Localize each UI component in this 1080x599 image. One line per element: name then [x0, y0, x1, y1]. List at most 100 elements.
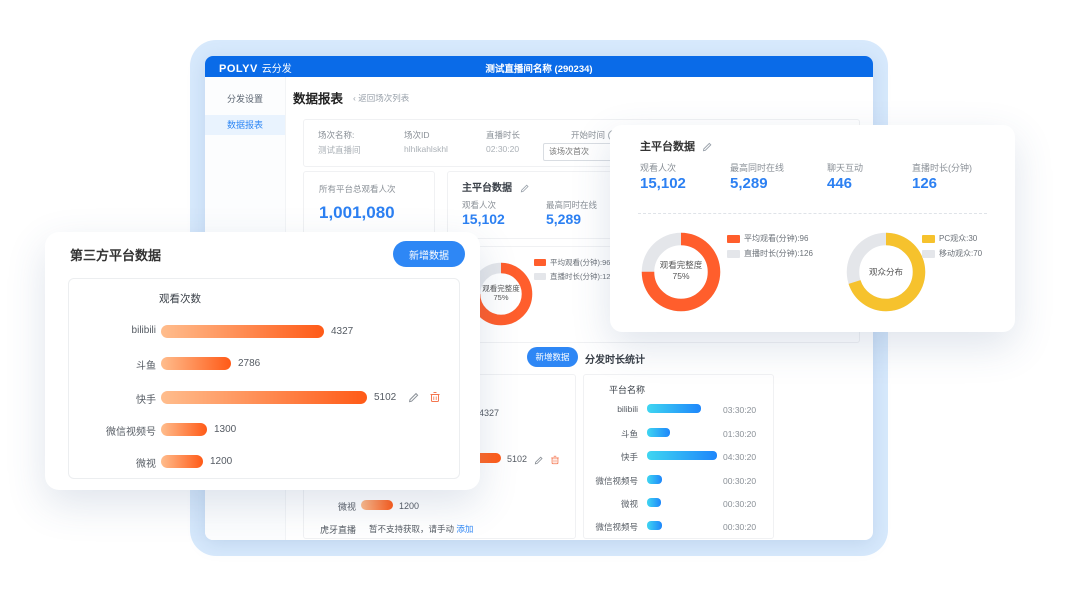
- legend-item: PC观众:30: [922, 233, 977, 244]
- bar: [161, 455, 203, 468]
- add-data-button[interactable]: 新增数据: [393, 241, 465, 267]
- stat-value: 5,289: [546, 211, 582, 227]
- stat-value: 126: [912, 175, 938, 192]
- bar: [161, 357, 231, 370]
- stat-value: 446: [827, 175, 853, 192]
- bar: [647, 475, 662, 484]
- float-card-title: 主平台数据: [640, 141, 695, 153]
- room-title: 测试直播间名称 (290234): [485, 64, 593, 75]
- stat-value: 5,289: [730, 175, 768, 192]
- duration-value: 00:30:20: [723, 476, 757, 486]
- live-duration-value: 02:30:20: [486, 144, 520, 154]
- bar-value: 4327: [479, 408, 500, 418]
- duration-row-label: 微信视频号: [595, 476, 638, 486]
- stat-label: 直播时长(分钟): [912, 163, 972, 173]
- completeness-donut-chart: [641, 232, 721, 312]
- legend-item: 平均观看(分钟):96: [727, 233, 808, 244]
- legend-label: 移动观众:70: [939, 249, 983, 258]
- edit-icon[interactable]: [408, 390, 420, 408]
- sidebar-item-distribution-settings[interactable]: 分发设置: [226, 94, 263, 104]
- polyv-logo: POLYV 云分发: [219, 60, 292, 75]
- duration-value: 00:30:20: [723, 522, 757, 532]
- back-to-session-list-link[interactable]: ‹ 返回场次列表: [353, 93, 410, 103]
- duration-stats-panel: 平台名称 bilibili 03:30:20 斗鱼 01:30:20 快手 04…: [583, 374, 774, 539]
- app-titlebar: 测试直播间名称 (290234) POLYV 云分发: [205, 56, 873, 77]
- sidebar-item-data-report[interactable]: 数据报表: [205, 115, 285, 135]
- huya-label: 虎牙直播: [319, 525, 356, 535]
- legend-item: 直播时长(分钟):126: [534, 271, 615, 282]
- stat-label: 最高同时在线: [546, 200, 598, 210]
- delete-icon[interactable]: [429, 390, 441, 408]
- duration-stats-title: 分发时长统计: [585, 355, 645, 366]
- duration-row-label: 快手: [620, 452, 638, 462]
- bar: [647, 521, 662, 530]
- main-platform-title: 主平台数据: [462, 183, 512, 194]
- total-views-value: 1,001,080: [319, 203, 395, 222]
- session-name-label: 场次名称:: [318, 130, 355, 140]
- bar-row-label: bilibili: [131, 325, 156, 336]
- legend-swatch-orange: [727, 234, 740, 243]
- legend-item: 直播时长(分钟):126: [727, 248, 813, 259]
- bar-value: 1200: [399, 501, 420, 511]
- session-id-value: hlhlkahlskhl: [404, 144, 448, 154]
- page-title: 数据报表: [293, 92, 344, 106]
- duration-value: 03:30:20: [723, 405, 757, 415]
- bar-row-label: 微视: [136, 459, 156, 470]
- duration-value: 00:30:20: [723, 499, 757, 509]
- bar: [361, 500, 393, 510]
- stat-value: 15,102: [640, 175, 686, 192]
- bar: [647, 428, 670, 437]
- audience-donut-chart: [846, 232, 926, 312]
- legend-label: 平均观看(分钟):96: [550, 258, 611, 267]
- third-party-data-float-card: 第三方平台数据 新增数据 观看次数 bilibili 4327 斗鱼 2786 …: [45, 232, 480, 490]
- bar: [647, 498, 661, 507]
- platform-name-header: 平台名称: [609, 385, 646, 395]
- bar-row-label: 斗鱼: [136, 361, 156, 372]
- delete-icon[interactable]: [550, 452, 560, 470]
- bar-value: 1200: [210, 456, 233, 467]
- duration-value: 04:30:20: [723, 452, 757, 462]
- views-chart-panel: 观看次数 bilibili 4327 斗鱼 2786 快手 5102 微信视频号…: [68, 278, 460, 479]
- legend-label: 直播时长(分钟):126: [550, 272, 615, 281]
- bar: [161, 325, 324, 338]
- bar: [647, 451, 717, 460]
- bar-value: 5102: [507, 454, 528, 464]
- views-header: 观看次数: [159, 293, 201, 305]
- legend-label: PC观众:30: [939, 234, 978, 243]
- completeness-donut-center-label: 观看完整度 75%: [659, 260, 703, 281]
- session-id-label: 场次ID: [404, 130, 430, 140]
- bar-value: 2786: [238, 358, 261, 369]
- total-views-label: 所有平台总观看人次: [319, 184, 396, 194]
- bar-row-label: 微信视频号: [106, 427, 156, 438]
- bar-value: 4327: [331, 326, 354, 337]
- huya-add-link[interactable]: 添加: [456, 524, 474, 534]
- edit-icon[interactable]: [702, 139, 713, 157]
- main-platform-float-card: 主平台数据 观看人次 15,102 最高同时在线 5,289 聊天互动 446 …: [610, 125, 1015, 332]
- legend-label: 平均观看(分钟):96: [744, 234, 809, 243]
- legend-swatch-gray: [534, 273, 546, 280]
- duration-row-label: 斗鱼: [620, 429, 638, 439]
- legend-label: 直播时长(分钟):126: [744, 249, 813, 258]
- stat-label: 观看人次: [640, 163, 677, 173]
- duration-row-label: 微信视频号: [595, 522, 638, 532]
- legend-swatch-yellow: [922, 234, 935, 243]
- edit-icon[interactable]: [520, 180, 530, 198]
- float-card-title: 第三方平台数据: [70, 248, 162, 263]
- legend-swatch-gray: [922, 249, 935, 258]
- bar-row-label: 快手: [136, 395, 156, 406]
- total-views-card: 所有平台总观看人次 1,001,080: [303, 171, 435, 239]
- legend-swatch-gray: [727, 249, 740, 258]
- stat-label: 观看人次: [462, 200, 497, 210]
- session-name-value: 测试直播间: [318, 145, 361, 155]
- duration-value: 01:30:20: [723, 429, 757, 439]
- edit-icon[interactable]: [534, 452, 544, 470]
- legend-item: 移动观众:70: [922, 248, 982, 259]
- duration-row-label: 微视: [620, 499, 638, 509]
- bar: [161, 391, 367, 404]
- audience-donut-center-label: 观众分布: [868, 267, 903, 277]
- add-data-button[interactable]: 新增数据: [527, 347, 578, 367]
- legend-item: 平均观看(分钟):96: [534, 257, 610, 268]
- stat-value: 15,102: [462, 211, 505, 227]
- start-time-select[interactable]: 该场次首次: [543, 143, 626, 161]
